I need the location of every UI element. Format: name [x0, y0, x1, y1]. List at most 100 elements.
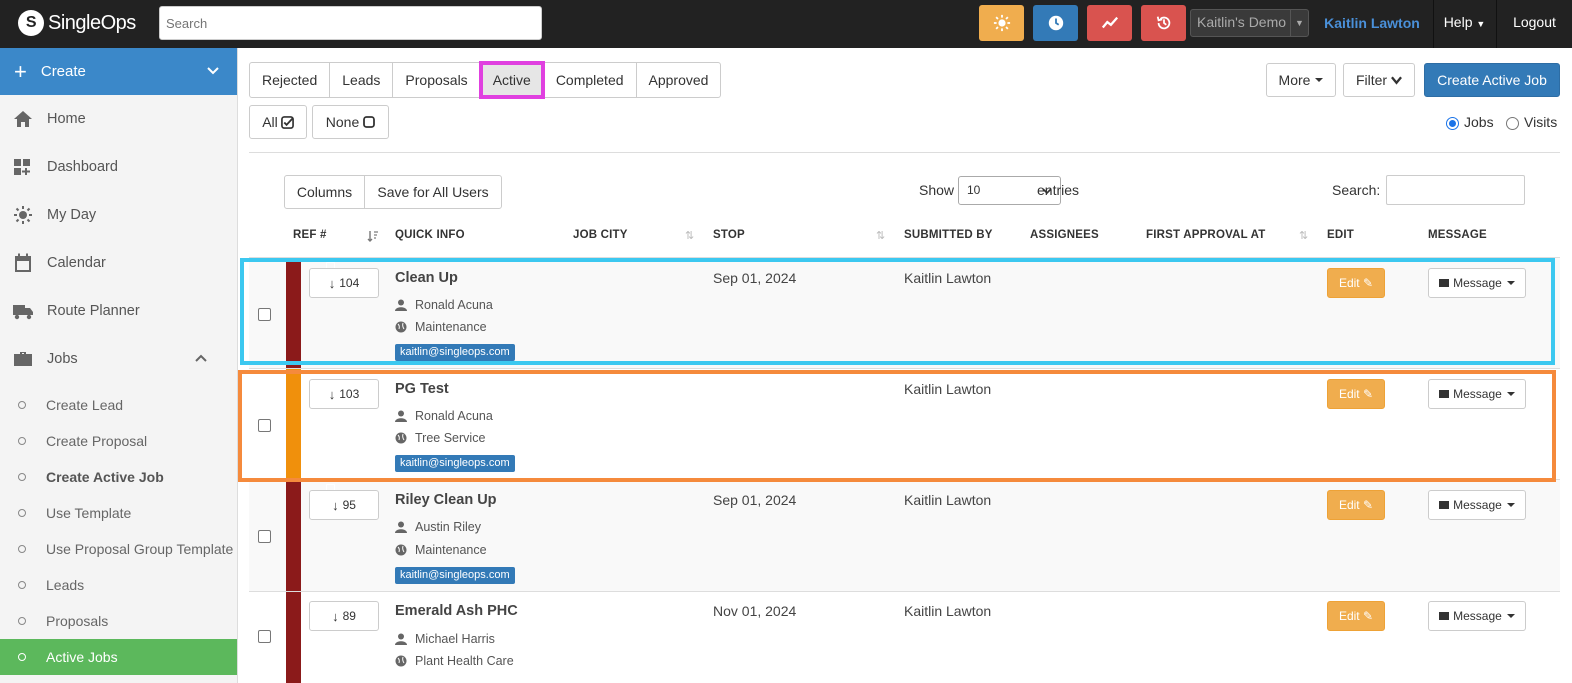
- ref-number-button[interactable]: ↓ 104: [309, 268, 379, 298]
- select-all-button[interactable]: All: [249, 105, 307, 139]
- email-badge: kaitlin@singleops.com: [395, 344, 515, 361]
- row-checkbox[interactable]: [258, 308, 271, 321]
- caret-down-icon: [1506, 392, 1515, 396]
- create-active-job-button[interactable]: Create Active Job: [1424, 63, 1560, 97]
- trend-icon: [1101, 16, 1118, 29]
- sidebar-item-home[interactable]: Home: [0, 95, 237, 143]
- main-content: Rejected Leads Proposals Active Complete…: [238, 48, 1572, 683]
- sidebar-item-label: Jobs: [47, 351, 78, 367]
- column-header-quick-info[interactable]: QUICK INFO: [395, 229, 465, 241]
- tab-completed[interactable]: Completed: [542, 62, 637, 98]
- jobs-radio-label: Jobs: [1464, 114, 1494, 130]
- account-select[interactable]: Kaitlin's Demo ▼: [1190, 9, 1309, 37]
- service-name: Plant Health Care: [415, 654, 514, 668]
- columns-button[interactable]: Columns: [284, 175, 365, 209]
- search-label: Search:: [1332, 182, 1381, 198]
- section-divider: [249, 152, 1560, 153]
- message-dropdown-button[interactable]: Message: [1428, 601, 1526, 631]
- column-header-submitted-by[interactable]: SUBMITTED BY: [904, 229, 993, 241]
- edit-button[interactable]: Edit ✎: [1327, 268, 1385, 298]
- sidebar-subitem-proposals[interactable]: Proposals: [0, 603, 237, 639]
- chevron-down-icon: [1042, 188, 1052, 195]
- message-dropdown-button[interactable]: Message: [1428, 379, 1526, 409]
- envelope-icon: [1439, 612, 1450, 620]
- sidebar-subitem-use-proposal-group-template[interactable]: Use Proposal Group Template: [0, 531, 237, 567]
- tab-rejected[interactable]: Rejected: [249, 62, 331, 98]
- brand-logo[interactable]: S SingleOps: [18, 9, 136, 37]
- account-select-value: Kaitlin's Demo: [1197, 14, 1287, 30]
- ref-number: 95: [342, 498, 356, 512]
- circle-bullet-icon: [18, 581, 26, 589]
- stop-date: Nov 01, 2024: [713, 603, 797, 619]
- sidebar-subitem-create-active-job[interactable]: Create Active Job: [0, 459, 237, 495]
- sidebar-item-my-day[interactable]: My Day: [0, 191, 237, 239]
- job-title-link[interactable]: Riley Clean Up: [395, 492, 497, 508]
- ref-number: 104: [339, 276, 360, 290]
- column-header-first-approval-at[interactable]: FIRST APPROVAL AT: [1146, 229, 1266, 241]
- visits-radio-label: Visits: [1524, 114, 1558, 130]
- sidebar-item-calendar[interactable]: Calendar: [0, 239, 237, 287]
- envelope-icon: [1439, 390, 1450, 398]
- job-title-link[interactable]: Emerald Ash PHC: [395, 603, 518, 619]
- view-jobs-radio[interactable]: Jobs: [1446, 114, 1494, 130]
- select-none-button[interactable]: None: [312, 105, 389, 139]
- column-header-job-city[interactable]: JOB CITY: [573, 229, 628, 241]
- trend-button[interactable]: [1087, 5, 1132, 41]
- create-menu-button[interactable]: + Create: [0, 48, 237, 95]
- save-for-all-users-button[interactable]: Save for All Users: [364, 175, 502, 209]
- global-search-input[interactable]: [159, 6, 542, 40]
- job-title-link[interactable]: Clean Up: [395, 270, 458, 286]
- pencil-icon: ✎: [1362, 276, 1374, 290]
- message-dropdown-button[interactable]: Message: [1428, 490, 1526, 520]
- ref-number-button[interactable]: ↓ 103: [309, 379, 379, 409]
- entries-select[interactable]: 10: [958, 176, 1061, 205]
- tab-active[interactable]: Active: [478, 61, 545, 99]
- sidebar-subitem-create-lead[interactable]: Create Lead: [0, 387, 237, 423]
- ref-number-button[interactable]: ↓ 89: [309, 601, 379, 631]
- job-title-link[interactable]: PG Test: [395, 381, 449, 397]
- help-menu[interactable]: Help ▼: [1433, 0, 1495, 48]
- table-search-input[interactable]: [1386, 175, 1525, 205]
- more-dropdown-button[interactable]: More: [1266, 63, 1336, 97]
- globe-icon: [395, 321, 407, 333]
- column-header-stop[interactable]: STOP: [713, 229, 745, 241]
- tab-proposals[interactable]: Proposals: [392, 62, 481, 98]
- job-service: Plant Health Care: [395, 654, 514, 668]
- row-checkbox[interactable]: [258, 630, 271, 643]
- sidebar-subitem-use-template[interactable]: Use Template: [0, 495, 237, 531]
- arrow-down-icon: ↓: [332, 497, 339, 513]
- column-header-ref[interactable]: REF #: [293, 229, 327, 241]
- sidebar-subitem-leads[interactable]: Leads: [0, 567, 237, 603]
- tab-approved[interactable]: Approved: [635, 62, 722, 98]
- history-button[interactable]: [1141, 5, 1186, 41]
- sidebar-item-route-planner[interactable]: Route Planner: [0, 287, 237, 335]
- job-customer: Ronald Acuna: [395, 409, 493, 423]
- filter-dropdown-button[interactable]: Filter: [1343, 63, 1415, 97]
- user-icon: [395, 633, 407, 645]
- row-checkbox[interactable]: [258, 530, 271, 543]
- sidebar-subitem-active-jobs[interactable]: Active Jobs: [0, 639, 237, 675]
- view-visits-radio[interactable]: Visits: [1506, 114, 1557, 130]
- ref-number-button[interactable]: ↓ 95: [309, 490, 379, 520]
- sun-button[interactable]: [979, 5, 1024, 41]
- home-icon: [14, 111, 32, 127]
- sidebar-item-jobs[interactable]: Jobs: [0, 335, 237, 383]
- edit-button[interactable]: Edit ✎: [1327, 379, 1385, 409]
- sidebar-item-dashboard[interactable]: Dashboard: [0, 143, 237, 191]
- tab-leads[interactable]: Leads: [329, 62, 394, 98]
- history-icon: [1156, 16, 1170, 30]
- message-dropdown-button[interactable]: Message: [1428, 268, 1526, 298]
- user-icon: [395, 299, 407, 311]
- column-header-assignees[interactable]: ASSIGNEES: [1030, 229, 1099, 241]
- sidebar: + Create Home Dashboard My Day Calendar …: [0, 48, 238, 683]
- edit-button[interactable]: Edit ✎: [1327, 490, 1385, 520]
- edit-button[interactable]: Edit ✎: [1327, 601, 1385, 631]
- logout-link[interactable]: Logout: [1496, 0, 1572, 48]
- row-checkbox[interactable]: [258, 419, 271, 432]
- job-status-stripe: [286, 258, 335, 368]
- ref-number: 89: [342, 609, 356, 623]
- checkbox-checked-icon: [280, 115, 294, 129]
- sidebar-subitem-create-proposal[interactable]: Create Proposal: [0, 423, 237, 459]
- user-name-link[interactable]: Kaitlin Lawton: [1324, 15, 1420, 31]
- clock-button[interactable]: [1033, 5, 1078, 41]
